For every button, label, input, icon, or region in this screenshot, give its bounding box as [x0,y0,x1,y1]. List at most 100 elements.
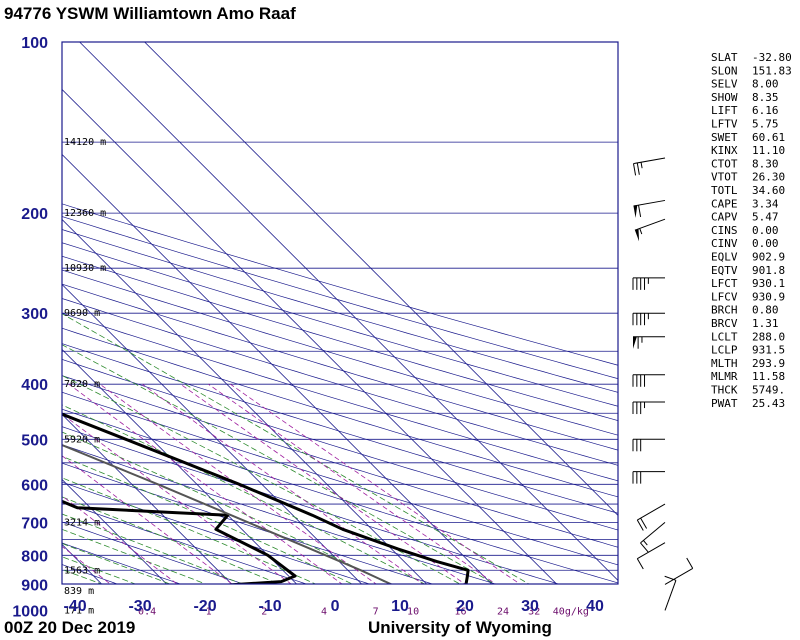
index-name: LCLT [711,330,738,343]
mixing-ratio-label: 0.4 [138,606,156,617]
isotherm [0,42,75,622]
index-value: 11.58 [752,370,785,383]
index-value: 6.16 [752,104,779,117]
height-labels: 14120 m 12360 m 10930 m 9690 m 7620 m 5920 m 3… [64,137,106,616]
index-name: THCK [711,384,738,397]
data-source: University of Wyoming [368,618,552,637]
index-value: 26.30 [752,171,785,184]
pressure-tick-label: 200 [21,206,48,223]
moist-adiabat [62,477,317,584]
index-name: MLTH [711,357,738,370]
wind-barb-staff [664,567,693,585]
wind-barb [632,157,666,176]
index-name: EQLV [711,251,738,264]
isotherm [0,42,10,622]
wind-barb-feather [640,517,648,529]
wind-barb [636,542,666,570]
moist-adiabat [62,404,426,584]
mixing-ratio-line [230,383,521,584]
index-name: CAPV [711,211,738,224]
index-value: 8.35 [752,91,779,104]
dewpoint-profile [62,499,297,584]
height-label: 9690 m [64,308,100,319]
moist-adiabat [62,344,496,584]
wind-barb-half-feather [640,162,643,169]
pressure-tick-label: 700 [21,515,48,532]
wind-barb [634,218,666,242]
dry-adiabat [62,501,308,584]
moist-adiabat [62,513,243,584]
dry-adiabat [62,408,618,584]
temperature-tick-label: 30 [521,598,539,615]
mixing-ratio-label: 2 [261,606,267,617]
mixing-ratio-line [62,455,233,584]
temperature-tick-label: 10 [391,598,409,615]
pressure-tick-label: 1000 [12,603,48,620]
wind-barb-staff [633,157,666,165]
wind-barb [664,557,694,585]
isotherm [62,413,233,584]
dry-adiabat [62,542,182,584]
dry-adiabat [62,216,618,380]
index-name: LFCT [711,277,738,290]
height-label: 14120 m [64,137,106,148]
index-value: 34.60 [752,184,785,197]
dry-adiabat [62,343,618,514]
wind-barb [664,575,677,611]
dry-adiabat [62,327,618,498]
isotherm [144,42,618,516]
mixing-ratio-label: 32 [528,606,540,617]
temperature-tick-label: -30 [128,598,151,615]
pressure-axis: 100 200 300 400 500 600 700 800 900 1000 [12,35,48,620]
pressure-tick-label: 500 [21,432,48,449]
wind-barb-feather [640,542,649,553]
index-value: 5.47 [752,211,779,224]
index-value: 151.83 [752,64,792,77]
index-name: PWAT [711,397,738,410]
index-value: 0.80 [752,304,779,317]
height-label: 10930 m [64,263,106,274]
index-value: 8.30 [752,157,779,170]
isotherm [62,88,558,584]
isotherm [62,283,363,584]
mixing-ratio-label: 7 [373,606,379,617]
wind-barb-staff [634,218,666,231]
mixing-ratio-line [180,383,466,584]
wind-barb-half-feather [639,228,643,235]
wind-barb-staff [637,503,666,521]
dry-adiabat [62,298,618,466]
index-name: MLMR [711,370,738,383]
pressure-tick-label: 300 [21,306,48,323]
wind-barb [632,312,665,326]
temperature-tick-label: 0 [331,598,340,615]
index-name: TOTL [711,184,738,197]
index-value: 11.10 [752,144,785,157]
height-label: 5920 m [64,434,100,445]
index-value: 5749. [752,384,785,397]
wind-barb-feather [632,163,637,176]
dry-adiabat [62,312,618,482]
dry-adiabat [0,42,162,622]
mixing-ratio-line [142,383,424,584]
mixing-ratio-label: 4 [321,606,327,617]
observation-date: 00Z 20 Dec 2019 [4,618,135,637]
index-value: 0.00 [752,224,779,237]
parcel-profile [62,443,393,584]
index-value: 8.00 [752,78,779,91]
isotherm [62,348,298,584]
index-name: LFCV [711,290,738,303]
wind-barb [633,199,666,218]
plot-frame [61,41,619,585]
dry-adiabat [62,391,618,566]
height-label: 3214 m [64,517,100,528]
chart-title: 94776 YSWM Williamtown Amo Raaf [4,4,296,23]
wind-barb-flag [634,228,640,242]
dry-adiabat [62,283,618,451]
wind-barb [632,374,665,387]
index-value: 930.9 [752,290,785,303]
sounding-indices: SLAT -32.80 SLON 151.83 SELV 8.00 SHOW 8.35 LIFT… [711,51,792,410]
dry-adiabat [62,242,618,407]
index-name: CINV [711,237,738,250]
wind-barbs [632,157,694,611]
